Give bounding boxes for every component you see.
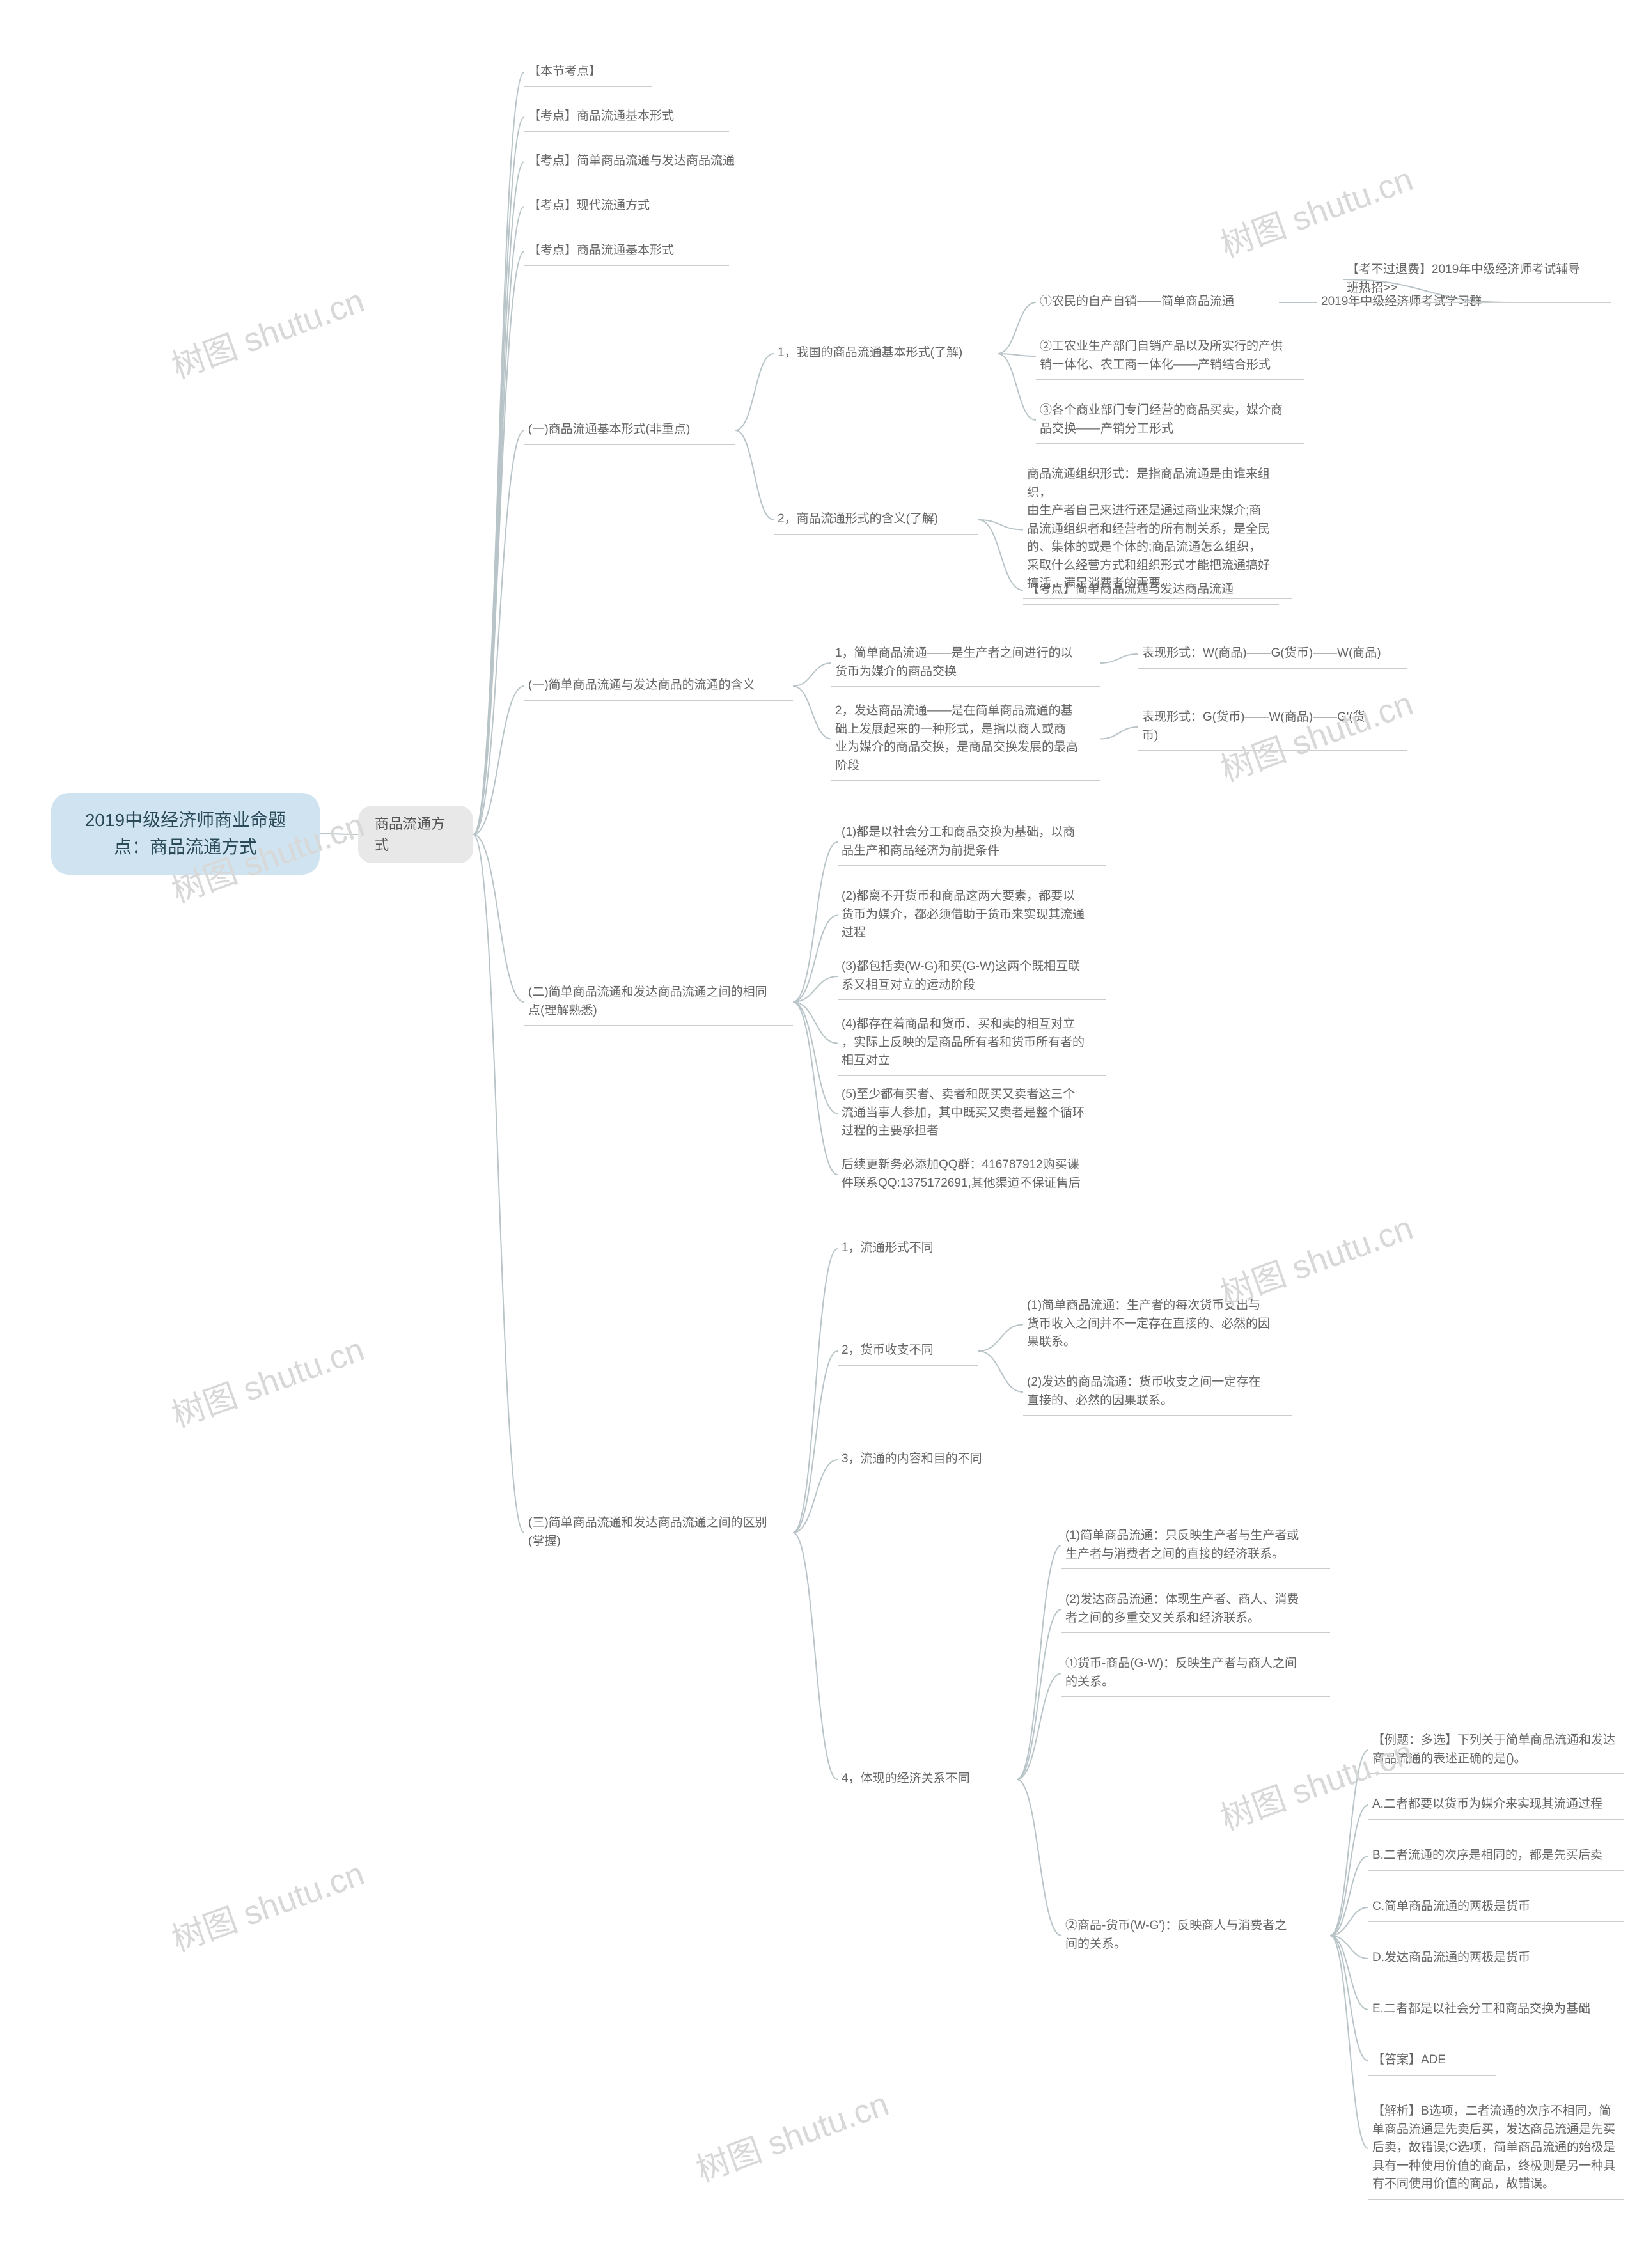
connector-edge	[978, 1351, 1023, 1392]
connector-edge	[998, 354, 1036, 420]
connector-edge	[735, 430, 774, 520]
mindmap-node[interactable]: (5)至少都有买者、卖者和既买又卖者这三个 流通当事人参加，其中既买又卖者是整个…	[838, 1081, 1106, 1146]
connector-edge	[1330, 1936, 1368, 2148]
connector-edge	[793, 842, 838, 1002]
connector-edge	[1017, 1673, 1061, 1779]
connector-edge	[1330, 1936, 1368, 2061]
connector-edge	[793, 1002, 838, 1114]
mindmap-node[interactable]: 4，体现的经济关系不同	[838, 1765, 1017, 1794]
mindmap-node[interactable]: (2)都离不开货币和商品这两大要素，都要以 货币为媒介，都必须借助于货币来实现其…	[838, 882, 1106, 948]
connector-edge	[793, 916, 838, 1003]
mindmap-node[interactable]: (3)都包括卖(W-G)和买(G-W)这两个既相互联 系又相互对立的运动阶段	[838, 953, 1106, 1000]
connector-edge	[473, 430, 524, 834]
mindmap-node[interactable]: (三)简单商品流通和发达商品流通之间的区别 (掌握)	[524, 1509, 793, 1556]
mindmap-node[interactable]: ③各个商业部门专门经营的商品买卖，媒介商 品交换——产销分工形式	[1036, 396, 1304, 444]
mindmap-node[interactable]: C.简单商品流通的两极是货币	[1368, 1893, 1624, 1922]
mindmap-node[interactable]: (一)简单商品流通与发达商品的流通的含义	[524, 671, 793, 701]
mindmap-node[interactable]: 【考点】商品流通基本形式	[524, 237, 729, 266]
mindmap-node[interactable]: (2)发达商品流通：体现生产者、商人、消费 者之间的多重交叉关系和经济联系。	[1061, 1586, 1330, 1633]
connector-edge	[793, 686, 831, 739]
connector-edge	[473, 834, 524, 1002]
mindmap-node[interactable]: 【本节考点】	[524, 58, 652, 87]
mindmap-node[interactable]: (1)简单商品流通：只反映生产者与生产者或 生产者与消费者之间的直接的经济联系。	[1061, 1522, 1330, 1569]
mindmap-node[interactable]: (2)发达的商品流通：货币收支之间一定存在 直接的、必然的因果联系。	[1023, 1368, 1292, 1416]
mindmap-node[interactable]: 3，流通的内容和目的不同	[838, 1445, 1030, 1474]
connector-edge	[473, 207, 524, 834]
connector-edge	[793, 1002, 838, 1175]
mindmap-node[interactable]: B.二者流通的次序是相同的，都是先买后卖	[1368, 1842, 1624, 1871]
connector-edge	[998, 302, 1036, 354]
mindmap-node[interactable]: 2，货币收支不同	[838, 1336, 978, 1366]
mindmap-node[interactable]: (4)都存在着商品和货币、买和卖的相互对立 ，实际上反映的是商品所有者和货币所有…	[838, 1010, 1106, 1076]
connector-edge	[1330, 1936, 1368, 2010]
mindmap-node[interactable]: 2，商品流通形式的含义(了解)	[774, 505, 978, 535]
mindmap-node[interactable]: 表现形式：W(商品)——G(货币)——W(商品)	[1138, 639, 1407, 669]
mindmap-node[interactable]: 【考点】商品流通基本形式	[524, 102, 729, 132]
connector-edge	[793, 976, 838, 1002]
connector-edge	[473, 834, 524, 1533]
mindmap-node[interactable]: 2，发达商品流通——是在简单商品流通的基 础上发展起来的一种形式，是指以商人或商…	[831, 697, 1100, 781]
connector-edge	[473, 117, 524, 834]
connector-edge	[735, 354, 774, 430]
connector-edge	[793, 1249, 838, 1533]
mindmap-node[interactable]: A.二者都要以货币为媒介来实现其流通过程	[1368, 1790, 1624, 1820]
mindmap-node[interactable]: ②商品-货币(W-G')：反映商人与消费者之 间的关系。	[1061, 1912, 1330, 1959]
connector-edge	[1330, 1805, 1368, 1936]
connector-edge	[1330, 1936, 1368, 1959]
mindmap-node[interactable]: (1)都是以社会分工和商品交换为基础，以商 品生产和商品经济为前提条件	[838, 818, 1106, 866]
connector-edge	[998, 354, 1036, 356]
mindmap-node[interactable]: 【例题：多选】下列关于简单商品流通和发达 商品流通的表述正确的是()。	[1368, 1726, 1624, 1774]
mindmap-node[interactable]: 【答案】ADE	[1368, 2046, 1496, 2076]
mindmap-node[interactable]: 商品流通方式	[358, 806, 473, 863]
connector-edge	[1330, 1856, 1368, 1936]
connector-edge	[793, 663, 831, 686]
connector-edge	[473, 686, 524, 834]
connector-edge	[793, 1533, 838, 1779]
mindmap-node[interactable]: 表现形式：G(货币)——W(商品)——G'(货 币)	[1138, 703, 1407, 751]
connector-edge	[1017, 1545, 1061, 1779]
connector-edge	[1017, 1609, 1061, 1779]
mindmap-node[interactable]: ①农民的自产自销——简单商品流通	[1036, 288, 1279, 317]
connector-edge	[793, 1460, 838, 1533]
connector-edge	[1330, 1750, 1368, 1936]
connector-edge	[473, 162, 524, 834]
connector-edge	[978, 1325, 1023, 1352]
mindmap-node[interactable]: 【考点】现代流通方式	[524, 192, 703, 221]
connector-edge	[1017, 1779, 1061, 1936]
connector-edge	[978, 520, 1023, 530]
connector-edge	[1330, 1907, 1368, 1936]
mindmap-node[interactable]: 1，我国的商品流通基本形式(了解)	[774, 339, 998, 368]
mindmap-node[interactable]: ①货币-商品(G-W)：反映生产者与商人之间 的关系。	[1061, 1650, 1330, 1697]
connector-edge	[978, 520, 1023, 590]
connector-edge	[1100, 727, 1138, 739]
mindmap-node[interactable]: E.二者都是以社会分工和商品交换为基础	[1368, 1995, 1624, 2024]
mindmap-node[interactable]: (1)简单商品流通：生产者的每次货币支出与 货币收入之间并不一定存在直接的、必然…	[1023, 1292, 1292, 1357]
mindmap-canvas: 2019中级经济师商业命题 点：商品流通方式商品流通方式 【本节考点】【考点】商品…	[0, 0, 1637, 2268]
connector-edge	[793, 1002, 838, 1044]
mindmap-node[interactable]: 1，简单商品流通——是生产者之间进行的以 货币为媒介的商品交换	[831, 639, 1100, 687]
mindmap-node[interactable]: 后续更新务必添加QQ群：416787912购买课 件联系QQ:137517269…	[838, 1151, 1106, 1198]
connector-edge	[1100, 654, 1138, 663]
mindmap-node[interactable]: 【考不过退费】2019年中级经济师考试辅导 班热招>>	[1343, 256, 1611, 303]
mindmap-node[interactable]: ②工农业生产部门自销产品以及所实行的产供 销一体化、农工商一体化——产销结合形式	[1036, 332, 1304, 380]
mindmap-node[interactable]: 2019中级经济师商业命题 点：商品流通方式	[51, 793, 320, 875]
connector-edge	[473, 251, 524, 834]
mindmap-node[interactable]: (一)商品流通基本形式(非重点)	[524, 416, 735, 445]
connector-edge	[473, 72, 524, 834]
mindmap-node[interactable]: D.发达商品流通的两极是货币	[1368, 1944, 1624, 1973]
mindmap-node[interactable]: 【解析】B选项，二者流通的次序不相同，简 单商品流通是先卖后买，发达商品流通是先…	[1368, 2097, 1624, 2200]
mindmap-node[interactable]: 【考点】简单商品流通与发达商品流通	[524, 147, 780, 176]
mindmap-node[interactable]: (二)简单商品流通和发达商品流通之间的相同 点(理解熟悉)	[524, 978, 793, 1026]
mindmap-node[interactable]: 1，流通形式不同	[838, 1234, 978, 1263]
connector-edge	[793, 1351, 838, 1533]
mindmap-node[interactable]: 【考点】简单商品流通与发达商品流通	[1023, 575, 1279, 605]
